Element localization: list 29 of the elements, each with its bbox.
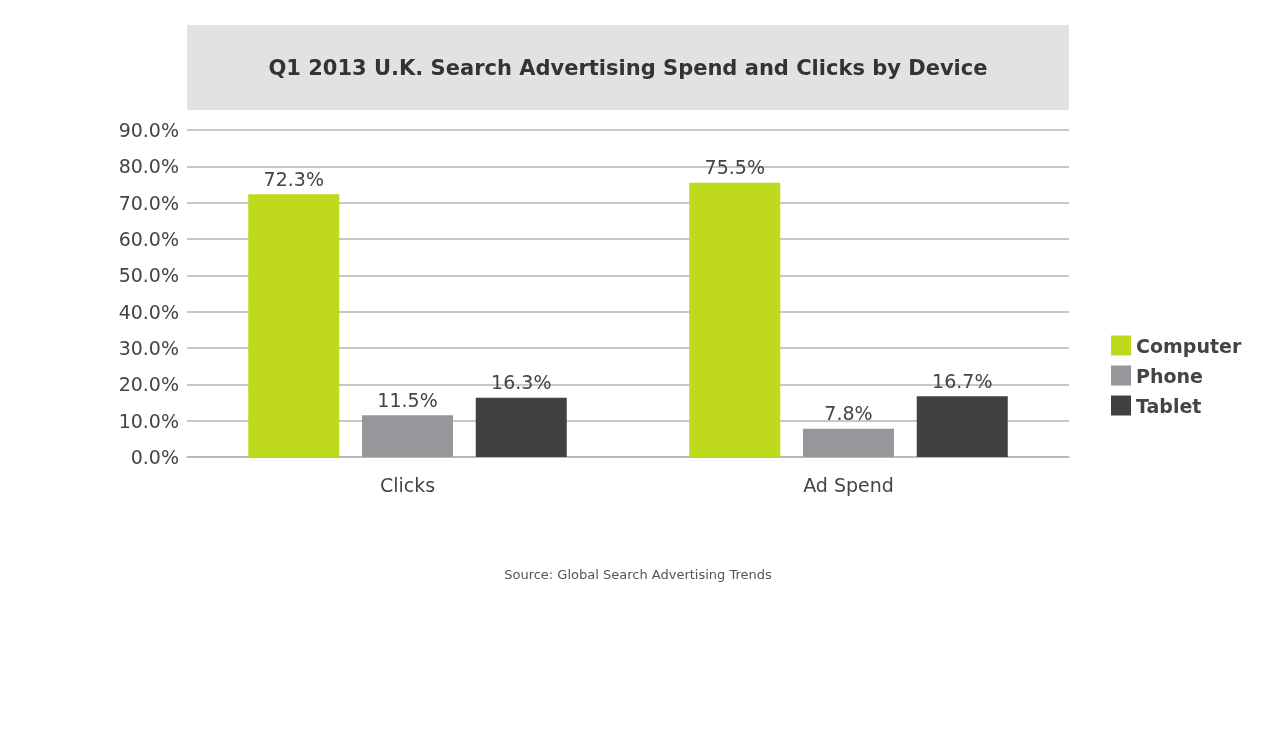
y-tick-label: 0.0% [130,446,179,468]
data-label: 7.8% [824,402,873,425]
legend-label: Computer [1136,334,1242,357]
data-label: 16.7% [932,369,993,392]
y-tick-label: 30.0% [118,337,179,359]
y-tick-label: 60.0% [118,228,179,250]
legend-label: Phone [1136,364,1203,387]
y-tick-label: 70.0% [118,191,179,214]
bar [803,428,894,457]
y-tick-label: 40.0% [118,300,179,323]
bar [362,415,453,457]
y-tick-label: 20.0% [118,373,179,396]
y-tick-label: 80.0% [118,155,179,178]
data-label: 11.5% [377,388,438,411]
source-note: Source: Global Search Advertising Trends [504,567,773,582]
data-label: 72.3% [263,167,324,190]
y-tick-label: 10.0% [118,409,179,432]
chart-title: Q1 2013 U.K. Search Advertising Spend and Clicks by Device [187,25,1069,110]
bar [248,194,340,457]
data-label: 75.5% [704,156,765,179]
x-tick-label: Clicks [379,473,436,496]
data-label: 16.3% [491,371,552,394]
y-tick-label: 90.0% [118,119,179,141]
bar [475,397,567,457]
x-tick-label: Ad Spend [803,473,894,496]
bar [689,182,781,457]
legend-label: Tablet [1136,394,1202,417]
y-tick-label: 50.0% [118,264,179,287]
bar [916,396,1008,457]
